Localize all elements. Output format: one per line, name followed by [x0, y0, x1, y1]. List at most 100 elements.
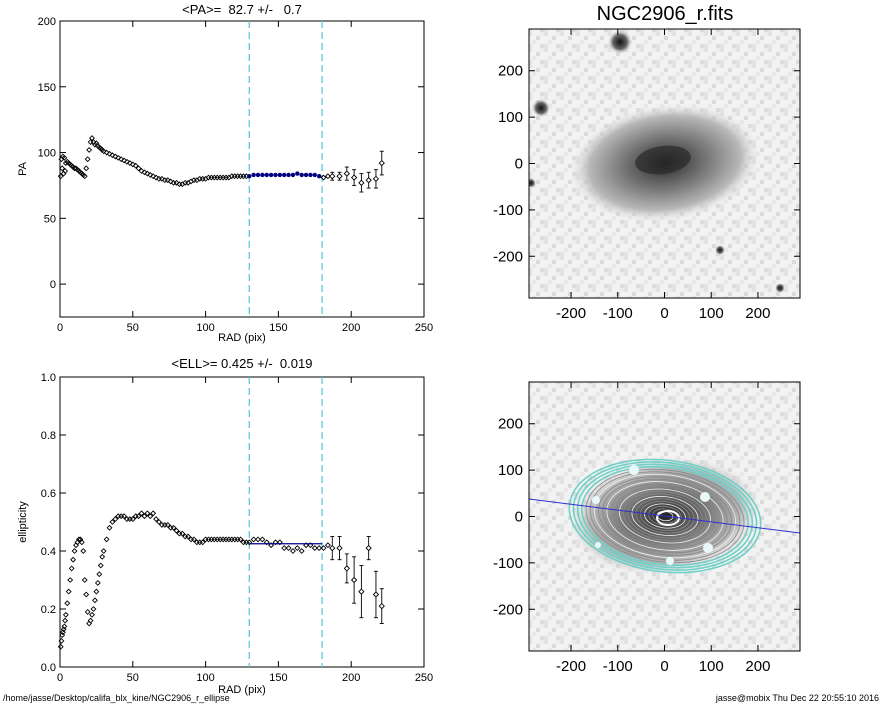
data-point: [240, 539, 247, 546]
star-blob: [608, 30, 632, 54]
y-tick-label: 100: [498, 109, 523, 126]
data-point: [199, 175, 206, 182]
star-blob: [529, 178, 536, 188]
y-tick-label: 200: [498, 63, 523, 80]
data-point: [57, 173, 64, 180]
data-point: [336, 173, 343, 180]
galaxy-core: [635, 145, 691, 175]
data-point: [237, 536, 244, 543]
data-point: [75, 536, 82, 543]
ellipticity-profile-plot: <ELL>= 0.425 +/- 0.019 RAD (pix) ellipti…: [17, 356, 433, 696]
data-point: [285, 545, 292, 552]
y-tick-label: 0: [515, 156, 523, 173]
ell-plot-frame: [59, 376, 425, 668]
data-point: [106, 524, 113, 531]
data-point: [81, 577, 88, 583]
data-point: [90, 606, 97, 612]
data-point: [100, 548, 107, 554]
data-point: [202, 536, 209, 543]
data-point: [214, 536, 221, 543]
data-point: [89, 611, 95, 618]
y-tick-label: 100: [498, 462, 523, 479]
data-point: [167, 524, 174, 531]
data-point: [294, 545, 301, 552]
data-point: [298, 548, 305, 554]
data-point: [170, 524, 177, 531]
pa-plot-title: <PA>= 82.7 +/- 0.7: [182, 2, 302, 17]
masked-star: [700, 492, 710, 502]
data-point: [372, 175, 380, 183]
fit-data-point: [282, 172, 287, 178]
data-point: [94, 579, 101, 586]
data-point: [77, 536, 84, 543]
user-timestamp-footer: jasse@mobix Thu Dec 22 20:55:10 2016: [715, 693, 879, 703]
pa-x-axis-label: RAD (pix): [218, 332, 266, 344]
data-point: [161, 177, 168, 184]
pa-range-markers: [248, 21, 323, 317]
data-point: [246, 539, 253, 546]
data-point: [217, 536, 224, 543]
fit-data-point: [295, 171, 300, 176]
x-tick-label: 100: [196, 672, 214, 684]
data-point: [205, 174, 212, 181]
data-point: [135, 513, 142, 520]
fit-data-point: [299, 172, 304, 178]
data-point: [153, 516, 160, 523]
fit-data-point: [290, 172, 296, 178]
data-point: [141, 513, 148, 520]
masked-star: [595, 542, 601, 548]
data-point: [70, 556, 77, 563]
data-point: [87, 617, 94, 624]
y-tick-label: 0.0: [41, 662, 56, 674]
data-point: [86, 146, 93, 153]
data-point: [121, 513, 128, 520]
x-tick-label: -200: [556, 658, 586, 675]
pa-plot-frame: [59, 20, 425, 318]
pa-profile-plot: <PA>= 82.7 +/- 0.7 RAD (pix) PA 0 50 100 15…: [17, 2, 433, 344]
data-point: [144, 510, 151, 517]
data-point: [84, 608, 91, 615]
data-point: [329, 173, 336, 180]
data-point: [220, 536, 227, 543]
data-point: [65, 588, 72, 595]
data-point: [83, 165, 90, 172]
data-point: [86, 620, 93, 627]
data-point: [182, 533, 189, 540]
data-point: [211, 536, 218, 543]
data-point: [173, 527, 180, 534]
x-tick-label: -200: [556, 305, 586, 322]
data-point: [67, 577, 74, 583]
y-tick-label: 200: [38, 16, 56, 28]
masked-star: [703, 543, 713, 553]
data-point: [365, 544, 372, 552]
data-point: [135, 165, 142, 172]
y-tick-label: 50: [44, 213, 56, 225]
ell-y-axis-label: ellipticity: [17, 501, 29, 543]
x-tick-label: 100: [699, 305, 724, 322]
x-tick-label: 200: [342, 322, 360, 334]
image-axis-ticks: -200 -100 0 100 200 200 100 0 -100 -200: [493, 382, 800, 675]
data-point: [129, 516, 136, 523]
x-tick-label: 0: [660, 658, 668, 675]
data-point: [225, 536, 232, 543]
pa-data-points: [57, 135, 385, 193]
data-point: [199, 539, 206, 546]
x-tick-label: 200: [745, 658, 770, 675]
y-tick-label: 1.0: [41, 372, 56, 384]
ell-plot-title: <ELL>= 0.425 +/- 0.019: [172, 356, 313, 371]
position-angle-line: [529, 498, 800, 534]
data-point: [214, 174, 221, 181]
data-point: [350, 174, 358, 181]
data-point: [237, 173, 244, 180]
x-tick-label: 150: [269, 322, 287, 334]
ellipse-overlay-panel: -200 -100 0 100 200 200 100 0 -100 -200: [493, 381, 801, 675]
x-tick-label: 200: [342, 672, 360, 684]
data-point: [156, 175, 162, 182]
data-point: [78, 539, 85, 546]
x-tick-label: 100: [699, 658, 724, 675]
fit-data-point: [268, 172, 274, 178]
galaxy-image-panel: NGC2906_r.fits: [493, 3, 801, 322]
ell-x-axis-label: RAD (pix): [218, 684, 266, 696]
data-point: [81, 173, 88, 180]
data-point: [84, 156, 91, 163]
